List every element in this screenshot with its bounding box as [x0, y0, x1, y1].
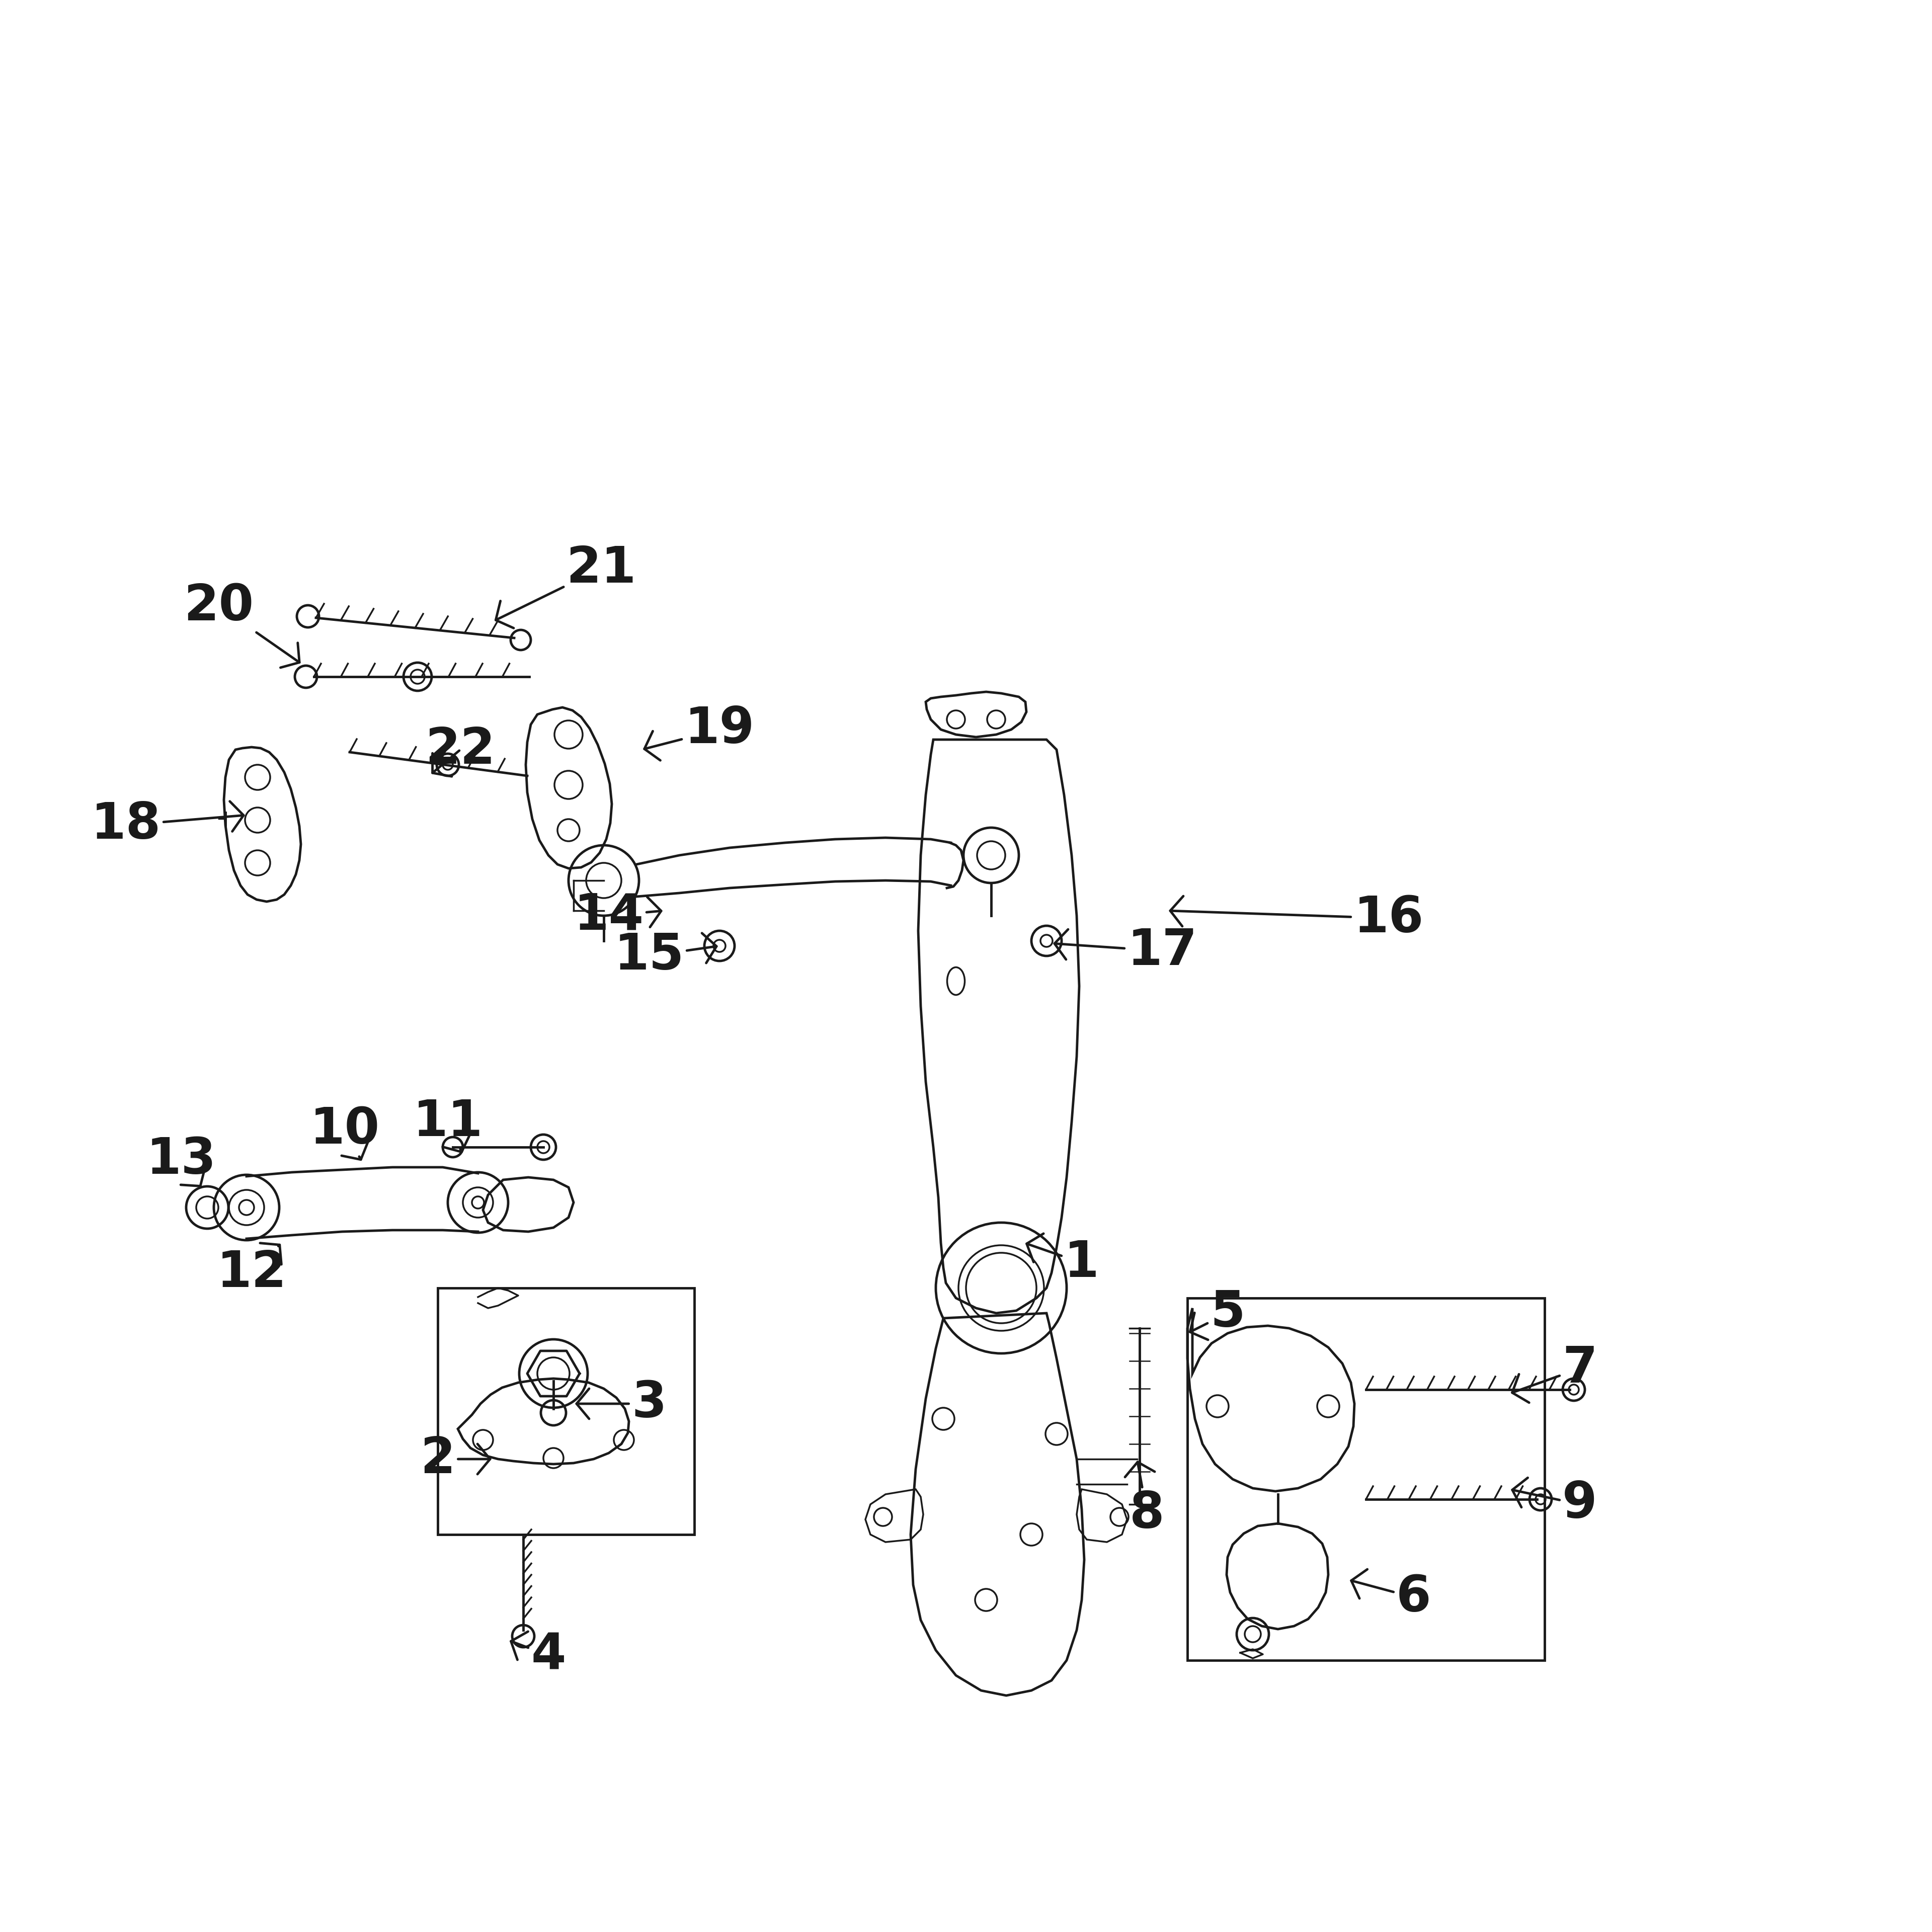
Text: 6: 6: [1350, 1569, 1432, 1621]
Text: 17: 17: [1055, 927, 1198, 976]
Text: 8: 8: [1124, 1463, 1165, 1538]
Bar: [1188, 1298, 1544, 1660]
Text: 15: 15: [614, 931, 717, 980]
Text: 7: 7: [1513, 1345, 1598, 1403]
Text: 16: 16: [1171, 895, 1424, 943]
Text: 1: 1: [1026, 1233, 1099, 1287]
Text: 13: 13: [147, 1136, 216, 1186]
Text: 5: 5: [1190, 1289, 1244, 1339]
Text: 9: 9: [1513, 1478, 1598, 1528]
Text: 18: 18: [91, 800, 243, 850]
Text: 20: 20: [184, 582, 299, 668]
Text: 10: 10: [309, 1105, 381, 1159]
Text: 22: 22: [425, 725, 495, 777]
Text: 12: 12: [216, 1242, 286, 1296]
Bar: [439, 1289, 694, 1534]
Text: 11: 11: [413, 1097, 483, 1151]
Text: 3: 3: [576, 1379, 667, 1428]
Text: 14: 14: [574, 891, 661, 941]
Text: 21: 21: [497, 545, 636, 628]
Text: 2: 2: [419, 1435, 491, 1484]
Text: 4: 4: [510, 1631, 566, 1679]
Text: 19: 19: [645, 705, 755, 761]
